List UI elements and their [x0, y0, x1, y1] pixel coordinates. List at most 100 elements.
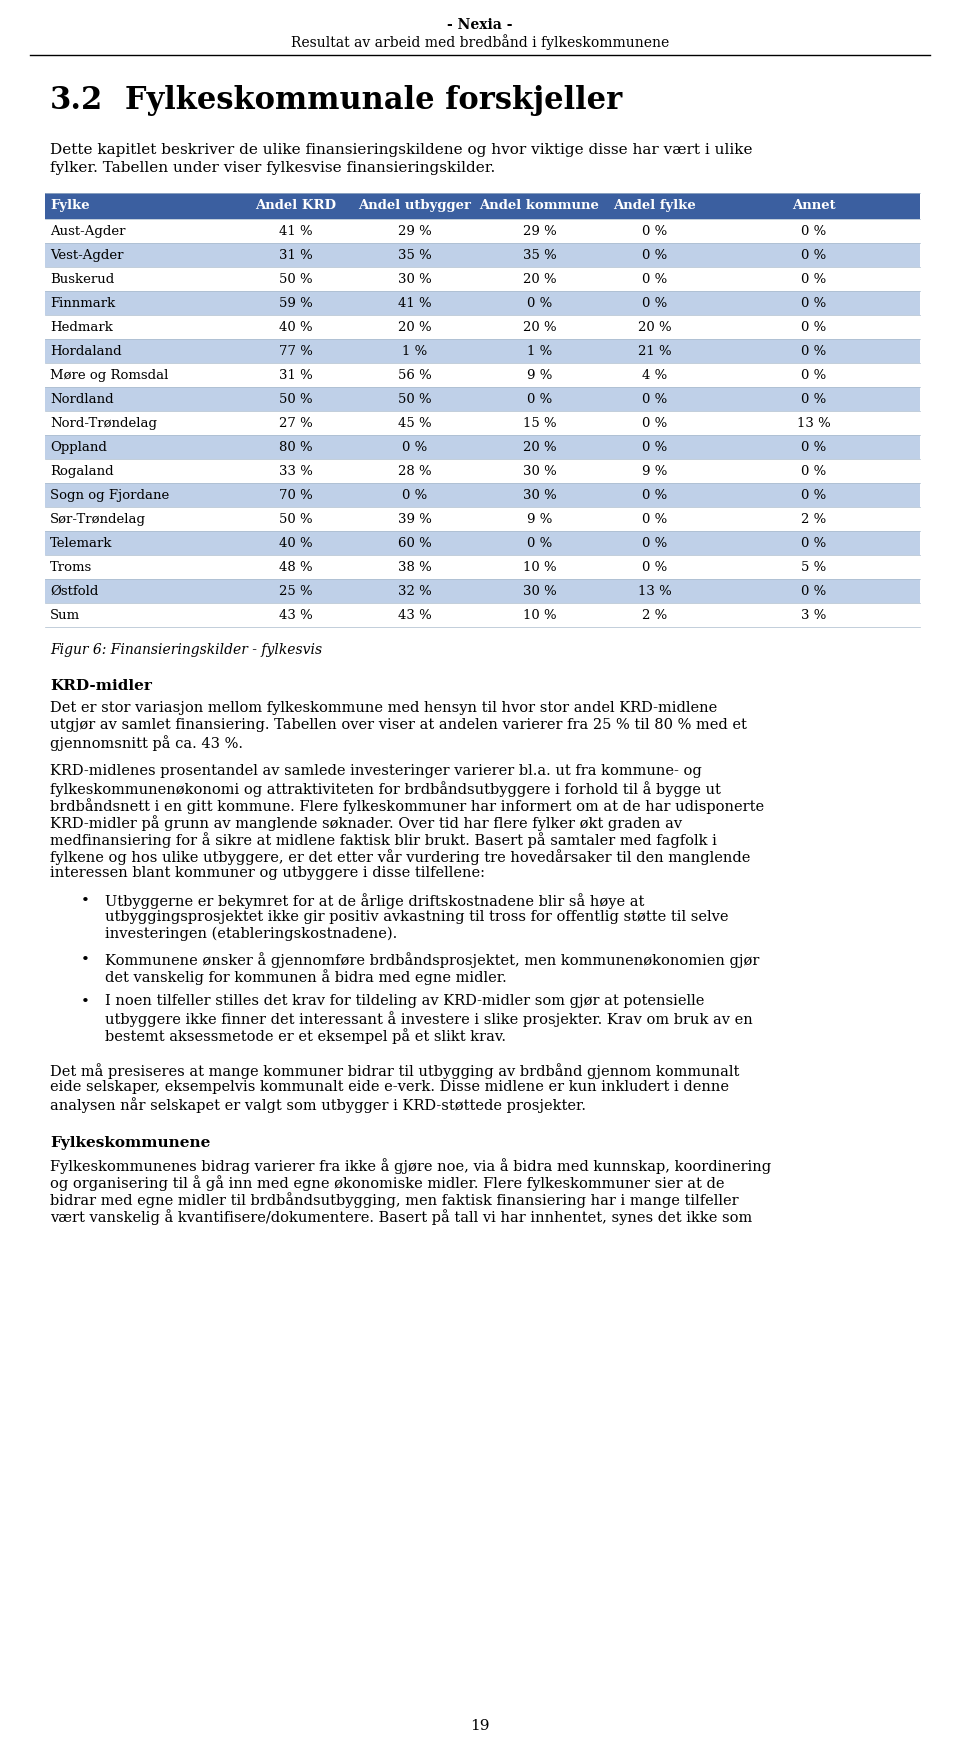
Text: 0 %: 0 % [527, 393, 552, 405]
Text: •: • [81, 996, 89, 1010]
Text: 20 %: 20 % [522, 440, 556, 454]
Text: Fylkeskommunale forskjeller: Fylkeskommunale forskjeller [125, 84, 622, 116]
Text: 28 %: 28 % [397, 465, 431, 477]
Text: 29 %: 29 % [397, 224, 431, 237]
Text: Andel kommune: Andel kommune [480, 198, 599, 212]
Text: Østfold: Østfold [50, 584, 98, 598]
Text: 0 %: 0 % [801, 465, 827, 477]
Text: 0 %: 0 % [801, 440, 827, 454]
Text: Andel utbygger: Andel utbygger [358, 198, 471, 212]
Text: 0 %: 0 % [642, 296, 667, 310]
Text: Sør-Trøndelag: Sør-Trøndelag [50, 512, 146, 526]
Text: og organisering til å gå inn med egne økonomiske midler. Flere fylkeskommuner si: og organisering til å gå inn med egne øk… [50, 1175, 725, 1190]
Text: 30 %: 30 % [397, 272, 431, 286]
Text: Resultat av arbeid med bredbånd i fylkeskommunene: Resultat av arbeid med bredbånd i fylkes… [291, 33, 669, 49]
Text: 0 %: 0 % [402, 440, 427, 454]
Text: 2 %: 2 % [801, 512, 827, 526]
Text: 0 %: 0 % [527, 536, 552, 549]
Bar [45, 291, 920, 316]
Bar [45, 603, 920, 628]
Bar [45, 387, 920, 410]
Text: 0 %: 0 % [642, 249, 667, 261]
Bar [45, 578, 920, 603]
Text: 0 %: 0 % [527, 296, 552, 310]
Text: bestemt aksessmetode er et eksempel på et slikt krav.: bestemt aksessmetode er et eksempel på e… [105, 1027, 506, 1043]
Text: gjennomsnitt på ca. 43 %.: gjennomsnitt på ca. 43 %. [50, 735, 243, 750]
Text: 9 %: 9 % [642, 465, 667, 477]
Text: vært vanskelig å kvantifisere/dokumentere. Basert på tall vi har innhentet, syne: vært vanskelig å kvantifisere/dokumenter… [50, 1210, 753, 1225]
Text: 59 %: 59 % [279, 296, 313, 310]
Text: 0 %: 0 % [801, 224, 827, 237]
Text: 0 %: 0 % [642, 561, 667, 573]
Text: Annet: Annet [792, 198, 835, 212]
Text: Troms: Troms [50, 561, 92, 573]
Text: 10 %: 10 % [522, 608, 556, 622]
Text: 80 %: 80 % [279, 440, 313, 454]
Text: 50 %: 50 % [279, 512, 313, 526]
Bar [45, 338, 920, 363]
Text: Nord-Trøndelag: Nord-Trøndelag [50, 417, 157, 429]
Text: Det er stor variasjon mellom fylkeskommune med hensyn til hvor stor andel KRD-mi: Det er stor variasjon mellom fylkeskommu… [50, 701, 717, 715]
Text: 35 %: 35 % [522, 249, 557, 261]
Text: 15 %: 15 % [522, 417, 556, 429]
Text: utbyggingsprosjektet ikke gir positiv avkastning til tross for offentlig støtte : utbyggingsprosjektet ikke gir positiv av… [105, 910, 729, 924]
Text: 30 %: 30 % [522, 465, 557, 477]
Text: 41 %: 41 % [397, 296, 431, 310]
Text: Hedmark: Hedmark [50, 321, 113, 333]
Bar [45, 459, 920, 484]
Text: 32 %: 32 % [397, 584, 431, 598]
Text: interessen blant kommuner og utbyggere i disse tilfellene:: interessen blant kommuner og utbyggere i… [50, 866, 485, 880]
Text: Sogn og Fjordane: Sogn og Fjordane [50, 489, 169, 501]
Text: Fylkeskommunenes bidrag varierer fra ikke å gjøre noe, via å bidra med kunnskap,: Fylkeskommunenes bidrag varierer fra ikk… [50, 1159, 771, 1175]
Text: 70 %: 70 % [279, 489, 313, 501]
Text: Fylkeskommunene: Fylkeskommunene [50, 1136, 210, 1150]
Text: Andel KRD: Andel KRD [255, 198, 337, 212]
Bar [45, 193, 920, 219]
Bar [45, 556, 920, 578]
Text: fylker. Tabellen under viser fylkesvise finansieringskilder.: fylker. Tabellen under viser fylkesvise … [50, 161, 495, 175]
Text: 9 %: 9 % [527, 512, 552, 526]
Text: 0 %: 0 % [801, 489, 827, 501]
Text: Vest-Agder: Vest-Agder [50, 249, 124, 261]
Text: Telemark: Telemark [50, 536, 112, 549]
Text: analysen når selskapet er valgt som utbygger i KRD-støttede prosjekter.: analysen når selskapet er valgt som utby… [50, 1097, 586, 1113]
Text: 60 %: 60 % [397, 536, 431, 549]
Text: 3 %: 3 % [801, 608, 827, 622]
Text: 0 %: 0 % [642, 440, 667, 454]
Text: bidrar med egne midler til brdbåndsutbygging, men faktisk finansiering har i man: bidrar med egne midler til brdbåndsutbyg… [50, 1192, 738, 1208]
Text: Rogaland: Rogaland [50, 465, 113, 477]
Text: 10 %: 10 % [522, 561, 556, 573]
Text: 56 %: 56 % [397, 368, 431, 382]
Text: 29 %: 29 % [522, 224, 557, 237]
Text: 20 %: 20 % [522, 321, 556, 333]
Text: Andel fylke: Andel fylke [613, 198, 696, 212]
Text: •: • [81, 954, 89, 968]
Text: Oppland: Oppland [50, 440, 107, 454]
Text: 0 %: 0 % [402, 489, 427, 501]
Text: KRD-midler: KRD-midler [50, 678, 152, 692]
Text: Dette kapitlet beskriver de ulike finansieringskildene og hvor viktige disse har: Dette kapitlet beskriver de ulike finans… [50, 144, 753, 158]
Text: utbyggere ikke finner det interessant å investere i slike prosjekter. Krav om br: utbyggere ikke finner det interessant å … [105, 1011, 753, 1027]
Text: 0 %: 0 % [801, 272, 827, 286]
Text: Aust-Agder: Aust-Agder [50, 224, 126, 237]
Text: 38 %: 38 % [397, 561, 431, 573]
Text: investeringen (etableringskostnadene).: investeringen (etableringskostnadene). [105, 927, 397, 941]
Bar [45, 266, 920, 291]
Text: Finnmark: Finnmark [50, 296, 115, 310]
Text: 43 %: 43 % [397, 608, 431, 622]
Text: brdbåndsnett i en gitt kommune. Flere fylkeskommuner har informert om at de har : brdbåndsnett i en gitt kommune. Flere fy… [50, 798, 764, 813]
Text: 41 %: 41 % [279, 224, 313, 237]
Bar [45, 363, 920, 387]
Text: I noen tilfeller stilles det krav for tildeling av KRD-midler som gjør at potens: I noen tilfeller stilles det krav for ti… [105, 994, 705, 1008]
Text: Fylke: Fylke [50, 198, 89, 212]
Text: 0 %: 0 % [642, 489, 667, 501]
Text: 0 %: 0 % [801, 249, 827, 261]
Bar [45, 316, 920, 338]
Text: 13 %: 13 % [637, 584, 671, 598]
Text: det vanskelig for kommunen å bidra med egne midler.: det vanskelig for kommunen å bidra med e… [105, 969, 507, 985]
Text: Kommunene ønsker å gjennomføre brdbåndsprosjektet, men kommunenøkonomien gjør: Kommunene ønsker å gjennomføre brdbåndsp… [105, 952, 759, 968]
Text: 0 %: 0 % [642, 393, 667, 405]
Bar [45, 219, 920, 244]
Bar [45, 410, 920, 435]
Text: 20 %: 20 % [637, 321, 671, 333]
